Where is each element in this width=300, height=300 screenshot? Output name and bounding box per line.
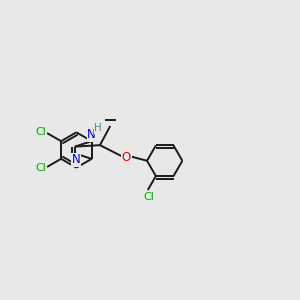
Text: O: O	[122, 151, 131, 164]
Text: Cl: Cl	[144, 192, 155, 202]
Text: N: N	[87, 128, 96, 141]
Text: N: N	[72, 153, 81, 167]
Text: H: H	[94, 123, 102, 133]
Text: Cl: Cl	[35, 128, 46, 137]
Text: Cl: Cl	[35, 163, 46, 172]
